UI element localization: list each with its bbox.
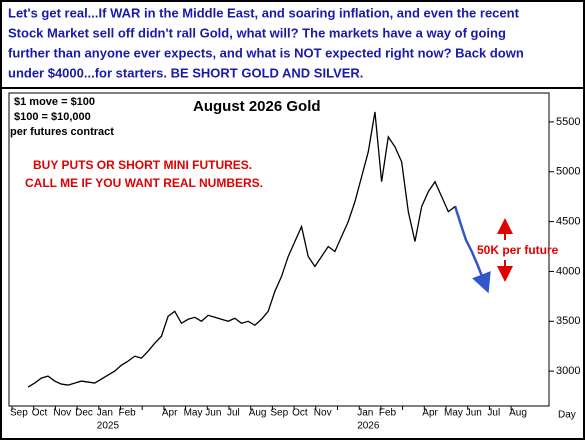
x-tick-label: Jan	[357, 408, 373, 419]
note: $100 = $10,000	[14, 111, 91, 123]
header-line: Let's get real...If WAR in the Middle Ea…	[8, 5, 520, 20]
annotation: 50K per future	[477, 243, 559, 257]
header-line: Stock Market sell off didn't rall Gold, …	[8, 25, 506, 40]
y-tick-label: 5500	[556, 116, 580, 128]
x-tick-label: Sep	[270, 408, 288, 419]
plot-frame	[8, 92, 550, 407]
chart-title: August 2026 Gold	[193, 98, 321, 115]
year-label: 2026	[357, 421, 380, 432]
x-tick-label: Feb	[119, 408, 137, 419]
x-tick-label: Jul	[487, 408, 500, 419]
x-tick-label: Jan	[97, 408, 113, 419]
year-label: 2025	[97, 421, 120, 432]
x-tick-label: Dec	[75, 408, 93, 419]
x-tick-label: Apr	[162, 408, 178, 419]
x-tick-label: Jun	[205, 408, 221, 419]
x-tick-label: Apr	[422, 408, 438, 419]
x-unit-label: Day	[558, 410, 576, 421]
note: per futures contract	[10, 126, 114, 138]
x-tick-label: May	[184, 408, 203, 419]
x-tick-label: Aug	[509, 408, 527, 419]
annotation: BUY PUTS OR SHORT MINI FUTURES.	[33, 158, 252, 172]
header-line: further than anyone ever expects, and wh…	[8, 45, 524, 60]
price-line	[27, 111, 456, 388]
y-tick-label: 3500	[556, 315, 580, 327]
x-tick-label: Oct	[292, 408, 308, 419]
x-tick-label: Aug	[249, 408, 267, 419]
note: $1 move = $100	[14, 96, 95, 108]
x-tick-label: Sep	[10, 408, 28, 419]
y-tick-label: 4500	[556, 215, 580, 227]
forecast-arrow	[453, 205, 491, 294]
annotation: CALL ME IF YOU WANT REAL NUMBERS.	[25, 176, 263, 190]
header: Let's get real...If WAR in the Middle Ea…	[8, 5, 524, 80]
x-tick-label: Nov	[314, 408, 332, 419]
header-line: under $4000...for starters. BE SHORT GOL…	[8, 65, 363, 80]
x-tick-label: Feb	[379, 408, 397, 419]
x-tick-label: May	[444, 408, 463, 419]
x-tick-label: Jul	[227, 408, 240, 419]
y-tick-label: 5000	[556, 166, 580, 178]
x-tick-label: Jun	[466, 408, 482, 419]
x-tick-label: Nov	[53, 408, 71, 419]
y-tick-label: 4000	[556, 265, 580, 277]
y-tick-label: 3000	[556, 365, 580, 377]
x-tick-label: Oct	[32, 408, 48, 419]
